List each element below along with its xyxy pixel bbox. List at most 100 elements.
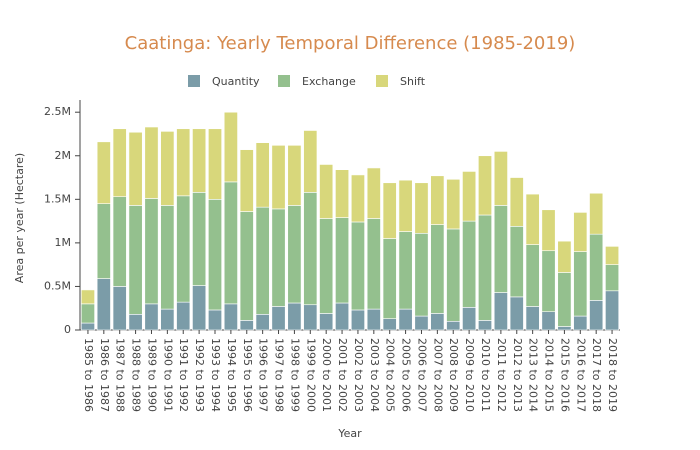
bar-segment [462, 171, 477, 222]
bar-segment [223, 111, 238, 183]
bar-segment [430, 224, 445, 314]
bar-segment [208, 128, 222, 200]
bar-segment [446, 320, 461, 331]
bar-segment [192, 285, 207, 331]
bar-segment [255, 314, 270, 331]
x-tick-label: 2007 to 2008 [431, 338, 444, 412]
bar-segment [96, 141, 111, 204]
bar-segment [223, 303, 238, 331]
bar-segment [271, 306, 286, 331]
bar-segment [493, 205, 508, 293]
bar-segment [255, 206, 270, 315]
bar-segment [589, 192, 604, 235]
y-tick-label: 2M [55, 149, 72, 162]
x-tick-label: 1992 to 1993 [193, 338, 206, 412]
bar-segment [493, 292, 508, 331]
bar-segment [509, 177, 524, 227]
x-tick-label: 2016 to 2017 [574, 338, 587, 412]
x-tick-label: 1989 to 1990 [145, 338, 158, 412]
x-tick-label: 1991 to 1992 [177, 338, 190, 412]
bar-segment [366, 218, 381, 310]
x-axis-title: Year [337, 427, 362, 440]
x-tick-label: 1994 to 1995 [225, 338, 238, 412]
bar-segment [176, 301, 191, 331]
bar-segment [525, 244, 540, 307]
bar-segment [557, 240, 572, 273]
x-tick-label: 1990 to 1991 [161, 338, 174, 412]
bar-segment [350, 309, 365, 331]
x-tick-label: 1993 to 1994 [209, 338, 222, 412]
bar-segment [589, 233, 604, 301]
bar-segment [414, 182, 429, 234]
bar-segment [541, 311, 556, 331]
bar-segment [366, 167, 381, 219]
bar-segment [557, 326, 572, 331]
bar-segment [271, 145, 286, 210]
y-tick-label: 2.5M [44, 105, 71, 118]
y-axis-title: Area per year (Hectare) [13, 153, 26, 283]
bar-segment [223, 181, 238, 305]
x-tick-label: 2009 to 2010 [463, 338, 476, 412]
bar-segment [430, 313, 445, 331]
bar-segment [144, 198, 159, 305]
bar-segment [350, 221, 365, 311]
bar-segment [382, 318, 397, 331]
bar-segment [478, 214, 492, 321]
y-tick-label: 1M [55, 236, 72, 249]
x-tick-label: 1997 to 1998 [273, 338, 286, 412]
bar-segment [414, 315, 429, 331]
bar-segment [271, 208, 286, 307]
bar-segment [96, 278, 111, 331]
bar-segment [557, 272, 572, 327]
bar-segment [605, 246, 620, 265]
bar-segment [541, 250, 556, 313]
bar-segment [128, 205, 143, 315]
bar-segment [128, 314, 143, 331]
bar-segment [541, 209, 556, 252]
x-tick-label: 1987 to 1988 [114, 338, 127, 412]
y-tick-label: 1.5M [44, 192, 71, 205]
bar-segment [160, 131, 175, 206]
x-tick-label: 2001 to 2002 [336, 338, 349, 412]
bar-segment [160, 205, 175, 310]
bar-segment [144, 126, 159, 199]
bar-segment [366, 308, 381, 331]
x-tick-label: 1986 to 1987 [98, 338, 111, 412]
x-tick-label: 2010 to 2011 [479, 338, 492, 412]
bar-segment [478, 155, 492, 216]
x-tick-label: 2000 to 2001 [320, 338, 333, 412]
x-tick-label: 2014 to 2015 [543, 338, 556, 412]
bar-segment [128, 131, 143, 206]
bar-segment [398, 308, 413, 331]
x-tick-label: 2008 to 2009 [447, 338, 460, 412]
x-tick-label: 2017 to 2018 [590, 338, 603, 412]
bar-segment [335, 217, 350, 304]
bar-segment [382, 182, 397, 239]
x-tick-label: 1998 to 1999 [288, 338, 301, 412]
x-tick-label: 1995 to 1996 [241, 338, 254, 412]
x-tick-label: 2015 to 2016 [558, 338, 571, 412]
bar-segment [573, 315, 588, 331]
bar-segment [112, 286, 127, 331]
bar-segment [462, 307, 477, 331]
y-tick-label: 0 [64, 323, 71, 336]
bar-segment [398, 179, 413, 232]
bar-segment [446, 178, 461, 230]
bar-segment [605, 290, 620, 331]
bar-segment [319, 164, 334, 219]
legend-label: Quantity [212, 75, 260, 88]
legend-swatch [376, 75, 388, 87]
bar-segment [319, 218, 334, 314]
chart-title: Caatinga: Yearly Temporal Difference (19… [125, 33, 576, 54]
bar-segment [382, 238, 397, 319]
bar-segment [493, 151, 508, 206]
bar-segment [192, 192, 207, 286]
bar-segment [287, 302, 302, 331]
bar-segment [239, 211, 254, 321]
bar-segment [255, 142, 270, 208]
bar-segment [287, 205, 302, 304]
y-tick-label: 0.5M [44, 279, 71, 292]
x-tick-label: 2002 to 2003 [352, 338, 365, 412]
bar-segment [96, 203, 111, 279]
